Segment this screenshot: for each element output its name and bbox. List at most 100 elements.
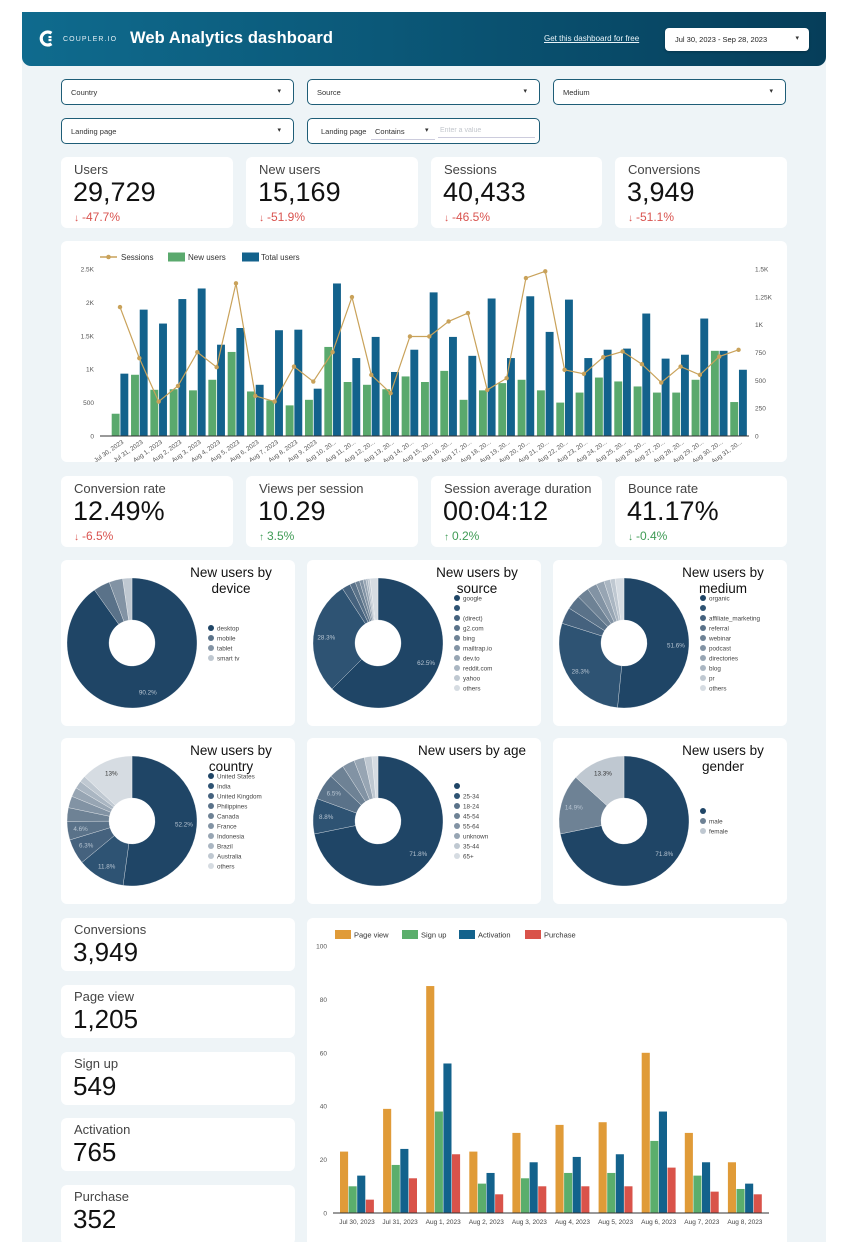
conversion-value: 765 <box>73 1137 117 1167</box>
bar-new-users <box>536 390 545 436</box>
bar-purchase <box>624 1186 633 1213</box>
bar-activation <box>357 1175 366 1213</box>
sessions-point <box>562 367 567 373</box>
arrow-down-icon: ↓ <box>259 213 264 224</box>
legend-label: smart tv <box>217 655 240 662</box>
medium-filter[interactable]: Medium ▾ <box>553 79 786 105</box>
arrow-down-icon: ↓ <box>628 213 633 224</box>
bar-page-view <box>340 1151 349 1213</box>
landing-page-text-label: Landing page <box>321 127 367 136</box>
slice-label: 4.6% <box>73 826 88 833</box>
sessions-users-chart-card: Sessions New users Total users 0 500 1K 1.5K 2K… <box>61 241 787 462</box>
arrow-down-icon: ↓ <box>74 532 79 543</box>
bar-new-users <box>594 377 603 436</box>
legend-dot <box>700 808 706 814</box>
bar-total-users <box>700 318 709 436</box>
kpi-change: ↓ -51.9% <box>259 210 305 224</box>
x-tick-label: Aug 1, 2023 <box>426 1219 461 1226</box>
y-right-tick-label: 1.5K <box>755 267 769 274</box>
sessions-point <box>214 364 219 370</box>
legend-swatch <box>335 930 351 939</box>
bar-total-users <box>178 299 187 436</box>
arrow-down-icon: ↓ <box>628 532 633 543</box>
kpi-change-value: -51.1% <box>636 210 675 224</box>
legend-label: g2.com <box>463 625 484 632</box>
legend-label: podcast <box>709 645 731 652</box>
legend-label: unknown <box>463 833 489 840</box>
bar-activation <box>400 1148 409 1213</box>
kpi-card-session-duration: Session average duration 00:04:12 ↑ 0.2% <box>431 476 602 547</box>
donut-card-gender: 71.8% 14.9% 13.3% male female New users by g… <box>553 738 787 904</box>
kpi-change-value: -0.4% <box>636 529 668 543</box>
chevron-down-icon[interactable]: ▾ <box>425 127 429 134</box>
kpi-card-conversion-rate: Conversion rate 12.49% ↓ -6.5% <box>61 476 233 547</box>
bar-new-users <box>401 376 410 436</box>
bar-total-users <box>120 373 129 436</box>
kpi-card-bounce-rate: Bounce rate 41.17% ↓ -0.4% <box>615 476 787 547</box>
bar-new-users <box>208 379 217 436</box>
kpi-change-value: 0.2% <box>452 529 480 543</box>
bar-total-users <box>333 283 341 436</box>
pie-slice <box>122 577 133 621</box>
legend-dot <box>454 635 460 641</box>
bar-page-view <box>469 1151 478 1213</box>
landing-page-filter-label: Landing page <box>71 127 117 136</box>
kpi-change: ↓ -6.5% <box>74 529 113 543</box>
conversion-card-activation: Activation 765 <box>61 1118 295 1171</box>
legend-dot <box>454 665 460 671</box>
bar-new-users <box>478 390 487 436</box>
bar-new-users <box>382 389 391 436</box>
legend-dot <box>454 793 460 799</box>
bar-activation <box>443 1063 452 1213</box>
pie-slice <box>369 577 379 621</box>
date-range-picker[interactable]: Jul 30, 2023 - Sep 28, 2023 ▾ <box>665 28 809 51</box>
chevron-down-icon: ▾ <box>277 88 281 95</box>
legend-dot <box>208 833 214 839</box>
legend-label: mobile <box>217 635 236 642</box>
source-filter[interactable]: Source ▾ <box>307 79 540 105</box>
legend-label: mailtrap.io <box>463 645 493 652</box>
match-operator-select[interactable]: Contains <box>375 127 405 136</box>
x-tick-label: Aug 4, 2023 <box>555 1219 590 1226</box>
slice-label: 51.6% <box>667 643 685 650</box>
conversion-card-purchase: Purchase 352 <box>61 1185 295 1245</box>
legend-label: Indonesia <box>217 833 245 840</box>
legend-label: Activation <box>478 931 511 940</box>
bar-page-view <box>555 1124 564 1213</box>
sessions-point <box>272 399 277 404</box>
landing-page-filter[interactable]: Landing page ▾ <box>61 118 294 144</box>
landing-page-value-input[interactable] <box>438 123 535 138</box>
slice-label: 28.3% <box>572 669 590 676</box>
bar-page-view <box>598 1122 607 1213</box>
chart-title: New users by source <box>436 565 518 596</box>
legend-label: Total users <box>261 253 300 262</box>
kpi-label: Bounce rate <box>628 481 699 496</box>
conversion-value: 549 <box>73 1071 117 1101</box>
chart-title: New users by country <box>190 743 272 774</box>
bar-sign-up <box>391 1164 400 1213</box>
donut-chart-age: 71.8% 8.8% 6.5% 25-34 18-24 45-54 55-64 unknown… <box>312 755 489 887</box>
pie-slice <box>614 577 625 621</box>
legend-dot <box>454 813 460 819</box>
conversion-label: Conversions <box>74 922 147 937</box>
chart-title: New users by medium <box>682 565 764 596</box>
sessions-point <box>504 376 509 381</box>
kpi-change: ↓ -47.7% <box>74 210 120 224</box>
country-filter[interactable]: Country ▾ <box>61 79 294 105</box>
legend-label: google <box>463 595 482 602</box>
country-filter-label: Country <box>71 88 98 97</box>
bar-total-users <box>429 292 438 436</box>
slice-label: 6.3% <box>79 843 94 850</box>
legend-dot <box>208 783 214 789</box>
kpi-change: ↓ -46.5% <box>444 210 490 224</box>
sessions-point <box>156 399 161 404</box>
get-dashboard-link[interactable]: Get this dashboard for free <box>544 34 640 43</box>
bar-activation <box>529 1162 538 1213</box>
legend-dot <box>700 635 706 641</box>
legend-label: others <box>463 685 481 692</box>
legend-label: dev.to <box>463 655 480 662</box>
bar-new-users <box>285 405 294 436</box>
legend-label: Brazil <box>217 843 233 850</box>
bar-new-users <box>440 370 449 436</box>
sessions-users-chart: Sessions New users Total users 0 500 1K 1.5K 2K… <box>81 252 773 462</box>
